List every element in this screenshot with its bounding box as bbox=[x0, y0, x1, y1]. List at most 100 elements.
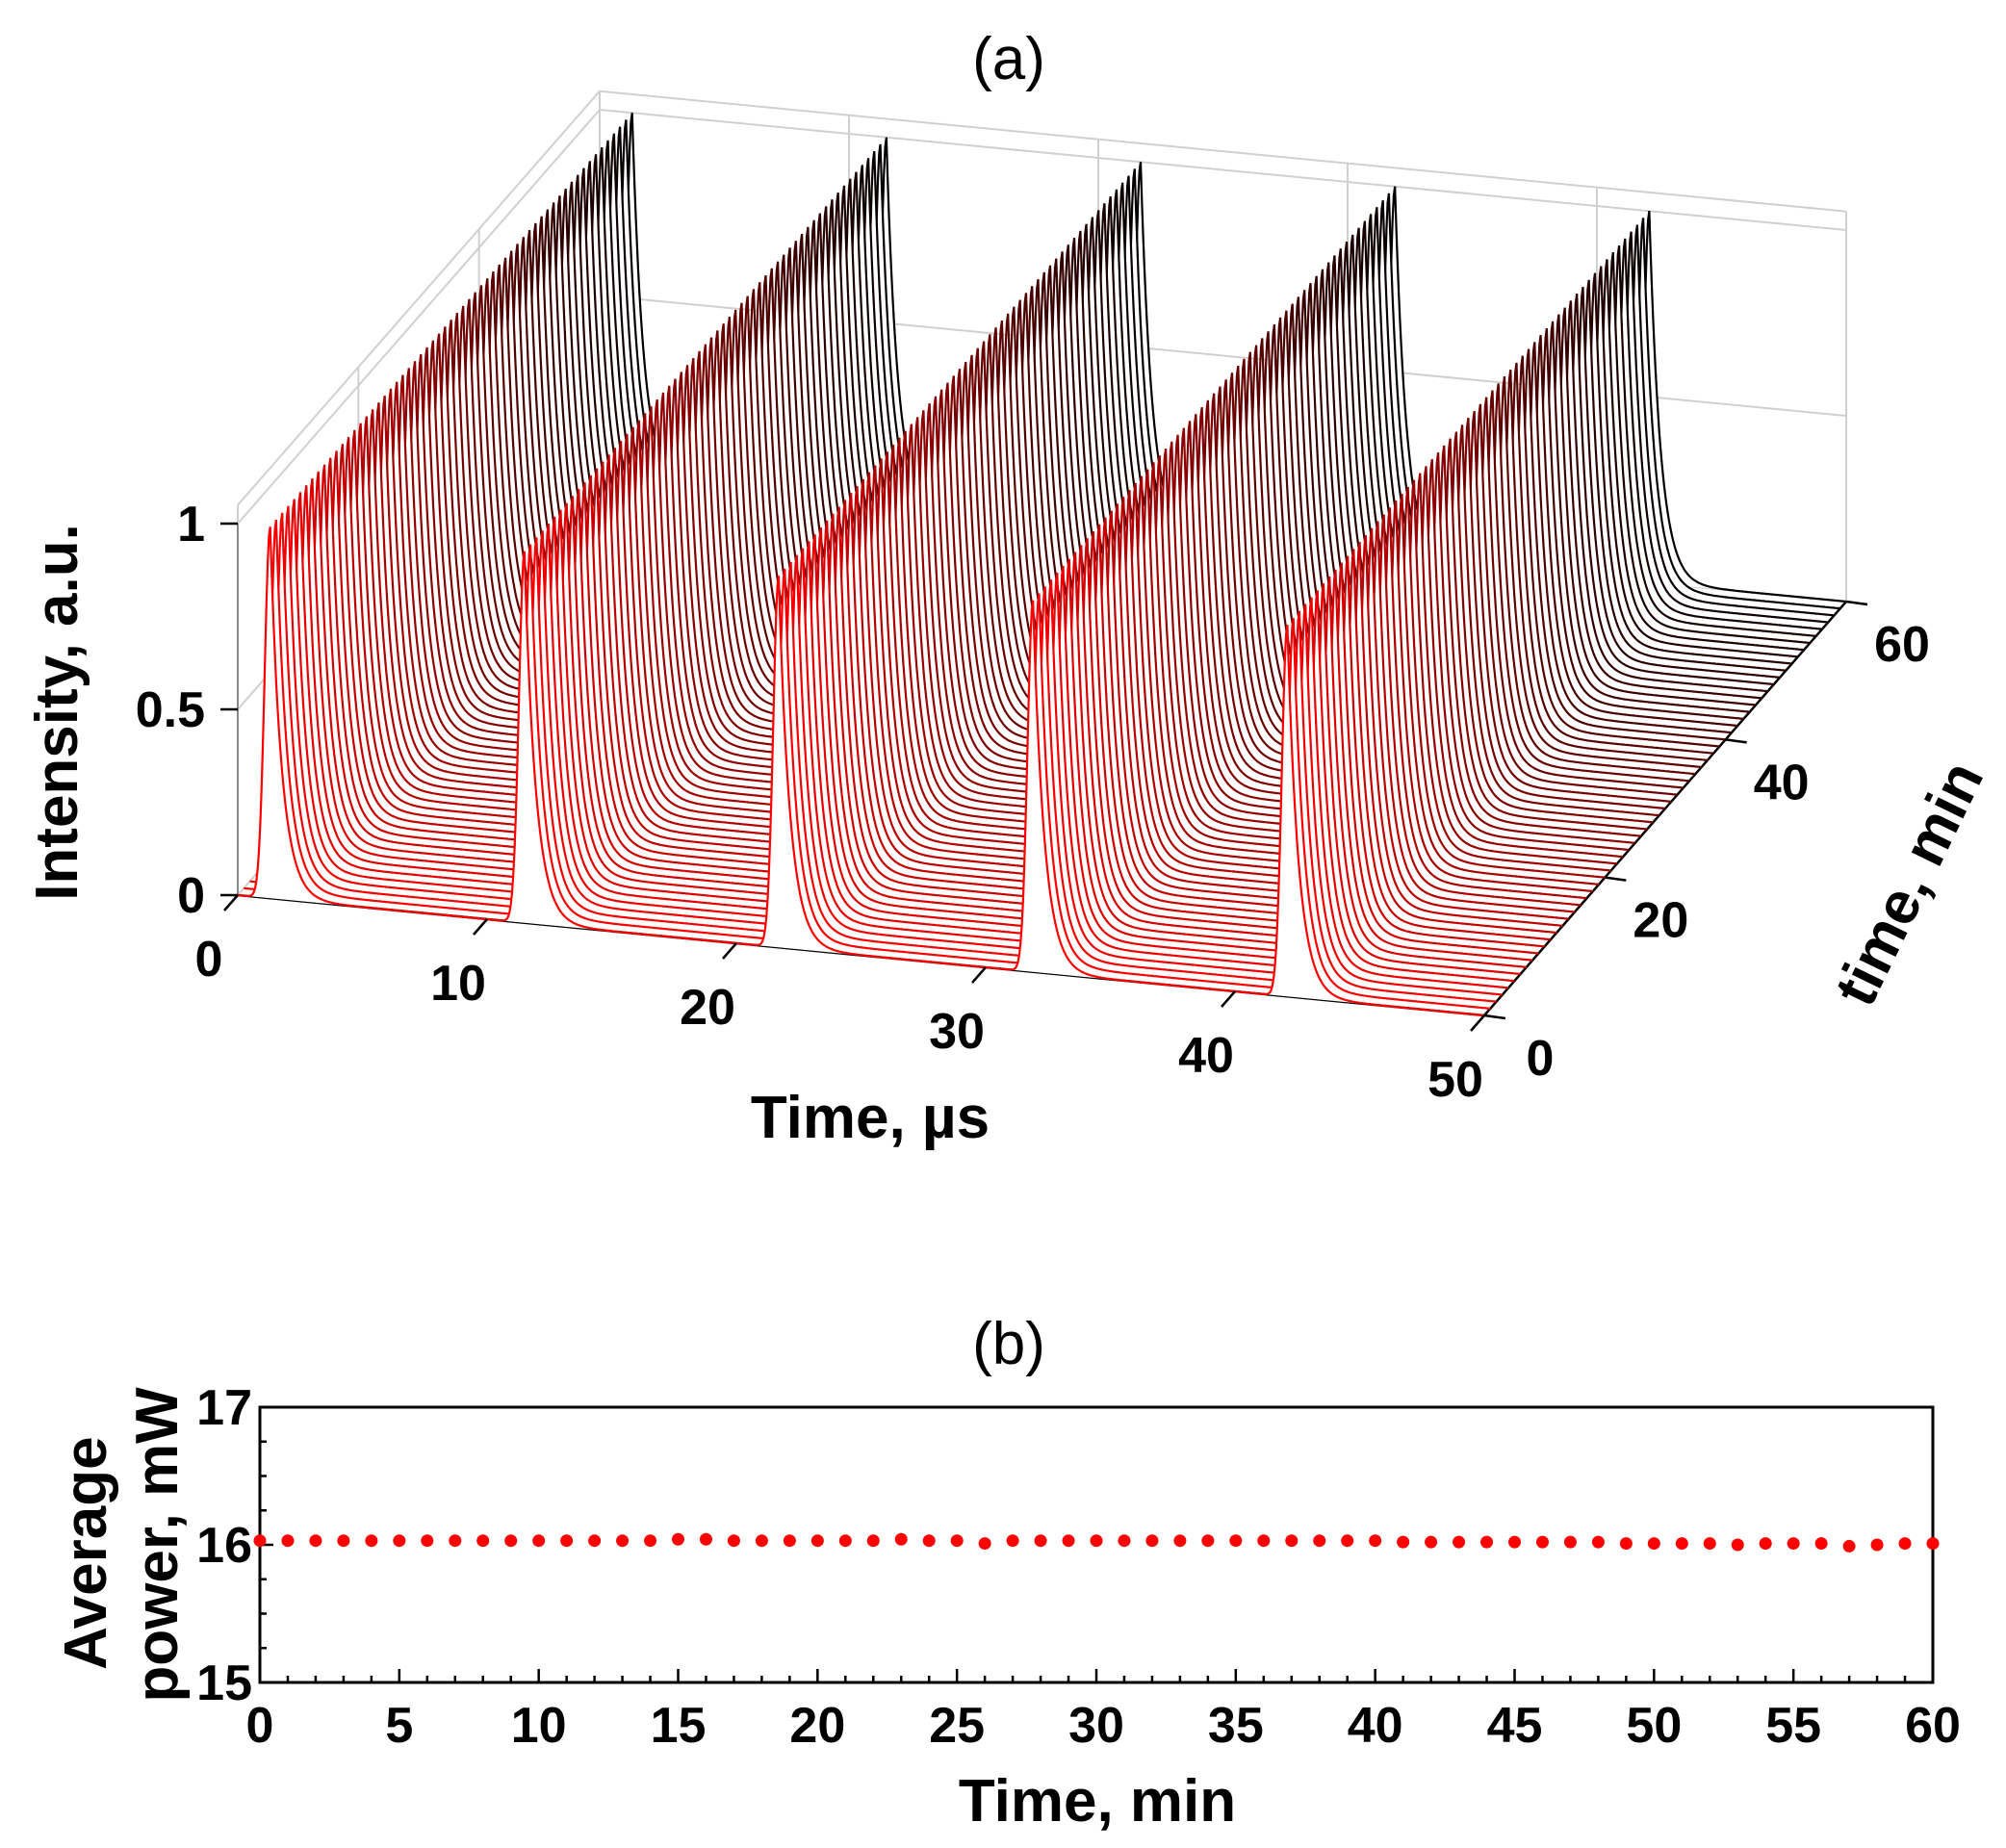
x-tick-label: 0 bbox=[195, 932, 223, 988]
data-point bbox=[1619, 1537, 1633, 1551]
data-point bbox=[1453, 1535, 1466, 1549]
panel-a-x-axis-title: Time, µs bbox=[751, 1085, 990, 1151]
grid-line bbox=[237, 108, 1847, 525]
data-point bbox=[1341, 1534, 1354, 1548]
x-tick-label: 40 bbox=[1178, 1028, 1234, 1084]
y-tick bbox=[1605, 876, 1627, 882]
data-point bbox=[1926, 1537, 1940, 1551]
x-tick-label: 45 bbox=[1487, 1698, 1543, 1754]
data-point bbox=[616, 1534, 630, 1548]
data-point bbox=[1090, 1534, 1103, 1548]
data-point bbox=[532, 1534, 546, 1548]
data-point bbox=[281, 1534, 295, 1548]
grid-line bbox=[237, 90, 1847, 506]
data-point bbox=[699, 1532, 712, 1546]
x-tick bbox=[1470, 1014, 1485, 1032]
trace-fill bbox=[297, 457, 1545, 947]
trace-fill bbox=[370, 374, 1617, 864]
data-point bbox=[1591, 1535, 1605, 1549]
data-point bbox=[1006, 1534, 1019, 1548]
x-tick-label: 55 bbox=[1765, 1698, 1821, 1754]
y-tick-label: 40 bbox=[1754, 755, 1810, 810]
data-point bbox=[1118, 1534, 1131, 1548]
y-tick-label: 17 bbox=[196, 1380, 252, 1436]
panel-b-label: (b) bbox=[972, 1311, 1045, 1377]
trace-fill bbox=[406, 333, 1654, 823]
data-point bbox=[1229, 1534, 1243, 1548]
data-point bbox=[1787, 1537, 1800, 1551]
x-tick-label: 25 bbox=[929, 1698, 985, 1754]
x-tick-label: 10 bbox=[430, 956, 486, 1012]
data-point bbox=[783, 1534, 796, 1548]
trace-fill bbox=[400, 340, 1648, 830]
x-tick-label: 5 bbox=[385, 1698, 413, 1754]
y-tick bbox=[1483, 1014, 1506, 1020]
panel-b-ticks: 0 5 10 15 20 25 30 35 40 45 50 55 60 15 16 17 bbox=[196, 1380, 1961, 1754]
panel-a-z-axis-title: Intensity, a.u. bbox=[24, 524, 90, 901]
data-point bbox=[1508, 1535, 1521, 1549]
panel-a-traces bbox=[237, 113, 1847, 1017]
data-point bbox=[644, 1534, 657, 1548]
data-point bbox=[1285, 1534, 1299, 1548]
data-point bbox=[421, 1534, 434, 1548]
z-tick-label: 0 bbox=[177, 868, 205, 924]
data-point bbox=[309, 1534, 322, 1548]
data-point bbox=[727, 1534, 740, 1548]
trace-fill bbox=[255, 505, 1503, 995]
trace-fill bbox=[424, 313, 1672, 802]
data-point bbox=[253, 1534, 267, 1548]
data-point bbox=[838, 1534, 852, 1548]
trace-fill bbox=[454, 278, 1702, 767]
data-point bbox=[588, 1534, 602, 1548]
trace-fill bbox=[316, 437, 1563, 926]
x-tick bbox=[473, 918, 488, 936]
x-tick bbox=[1221, 990, 1236, 1008]
data-point bbox=[1870, 1538, 1884, 1552]
data-point bbox=[1062, 1534, 1075, 1548]
data-point bbox=[1034, 1534, 1047, 1548]
trace-fill bbox=[460, 271, 1708, 760]
x-tick bbox=[971, 966, 987, 984]
x-tick-label: 35 bbox=[1208, 1698, 1264, 1754]
panel-b-y-axis-title: Average power, mW bbox=[53, 1387, 191, 1703]
trace-fill bbox=[238, 526, 1484, 1015]
data-point bbox=[1257, 1534, 1271, 1548]
trace-fill bbox=[364, 381, 1611, 871]
trace-fill bbox=[412, 326, 1659, 816]
data-point bbox=[978, 1537, 991, 1551]
panel-b-y-axis-title-line2: power, mW bbox=[124, 1387, 191, 1703]
x-tick-label: 30 bbox=[929, 1004, 985, 1060]
data-point bbox=[1675, 1537, 1688, 1551]
data-point bbox=[1173, 1534, 1187, 1548]
x-tick bbox=[722, 942, 737, 960]
data-point bbox=[449, 1534, 462, 1548]
trace-fill bbox=[358, 388, 1606, 878]
panel-a-ticks: 0 10 20 30 40 50 0 20 40 60 0 0.5 1 bbox=[136, 497, 1930, 1108]
trace-fill bbox=[273, 485, 1521, 974]
trace-fill bbox=[334, 416, 1582, 906]
trace-fill bbox=[449, 285, 1696, 775]
data-point bbox=[672, 1532, 684, 1546]
data-point bbox=[365, 1534, 378, 1548]
x-tick-label: 40 bbox=[1348, 1698, 1403, 1754]
trace-fill bbox=[279, 478, 1527, 967]
x-tick-label: 0 bbox=[246, 1698, 274, 1754]
data-point bbox=[504, 1534, 518, 1548]
data-point bbox=[393, 1534, 406, 1548]
trace-fill bbox=[303, 450, 1551, 940]
data-point bbox=[1703, 1537, 1716, 1551]
y-tick-label: 16 bbox=[196, 1518, 252, 1574]
panel-a-label: (a) bbox=[972, 26, 1045, 92]
data-point bbox=[1201, 1534, 1215, 1548]
trace-fill bbox=[419, 320, 1665, 808]
y-tick-label: 60 bbox=[1874, 617, 1930, 673]
data-point bbox=[1425, 1535, 1438, 1549]
data-point bbox=[755, 1534, 768, 1548]
trace-line bbox=[237, 526, 1485, 1017]
trace-fill bbox=[328, 423, 1575, 912]
trace-fill bbox=[382, 361, 1630, 850]
trace-fill bbox=[321, 429, 1569, 919]
trace-fill bbox=[310, 444, 1557, 933]
panel-a-y-axis-title: time, min bbox=[1822, 752, 1996, 1016]
